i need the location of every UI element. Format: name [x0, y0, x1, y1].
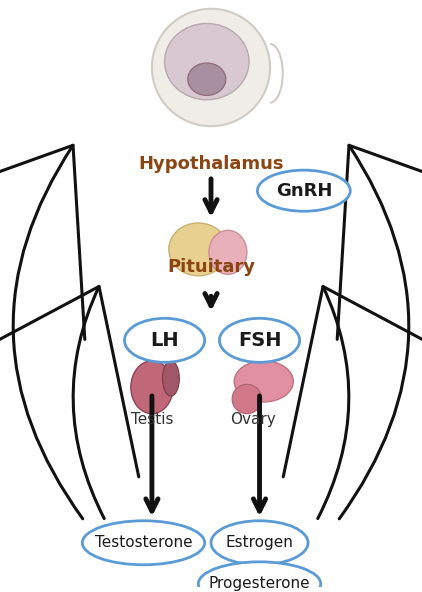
Ellipse shape — [198, 562, 321, 592]
FancyArrowPatch shape — [0, 145, 85, 519]
Ellipse shape — [152, 9, 270, 126]
Text: Ovary: Ovary — [230, 412, 276, 427]
Ellipse shape — [162, 361, 179, 396]
Ellipse shape — [169, 223, 228, 276]
Text: FSH: FSH — [238, 331, 281, 350]
Ellipse shape — [188, 63, 226, 95]
Ellipse shape — [257, 170, 350, 211]
Ellipse shape — [131, 361, 173, 414]
Ellipse shape — [234, 361, 293, 402]
Ellipse shape — [232, 384, 262, 414]
Text: Testis: Testis — [131, 412, 173, 427]
Ellipse shape — [211, 521, 308, 565]
FancyArrowPatch shape — [0, 287, 139, 519]
Text: Estrogen: Estrogen — [226, 535, 293, 551]
Text: Testosterone: Testosterone — [95, 535, 192, 551]
Ellipse shape — [124, 318, 205, 362]
FancyArrowPatch shape — [337, 145, 422, 519]
Text: Progesterone: Progesterone — [209, 577, 310, 591]
Ellipse shape — [209, 230, 247, 274]
Text: Pituitary: Pituitary — [167, 258, 255, 276]
Text: Hypothalamus: Hypothalamus — [138, 155, 284, 173]
Ellipse shape — [219, 318, 300, 362]
Ellipse shape — [165, 24, 249, 100]
Text: LH: LH — [150, 331, 179, 350]
Ellipse shape — [82, 521, 205, 565]
FancyArrowPatch shape — [283, 287, 422, 519]
Text: GnRH: GnRH — [276, 182, 332, 200]
